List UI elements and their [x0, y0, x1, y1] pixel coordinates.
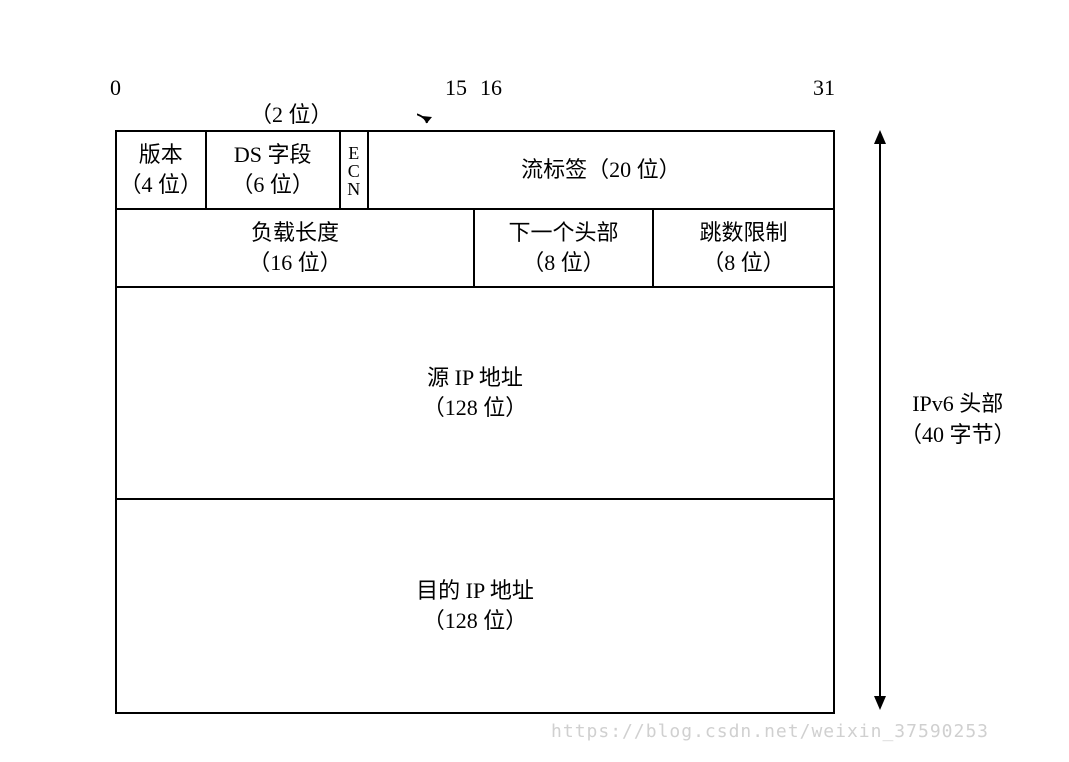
field-flow-label: 流标签（20 位） — [369, 132, 833, 208]
field-bits: （4 位） — [120, 170, 203, 200]
field-label: 目的 IP 地址 — [416, 576, 534, 606]
field-ecn: ECN — [341, 132, 369, 208]
field-label: 版本 — [139, 140, 183, 170]
field-bits: （128 位） — [423, 393, 528, 423]
field-dest-ip: 目的 IP 地址 （128 位） — [117, 500, 833, 712]
header-row-3: 源 IP 地址 （128 位） — [117, 288, 833, 500]
field-bits: （6 位） — [231, 170, 314, 200]
field-label: 跳数限制 — [699, 218, 787, 248]
side-bracket: IPv6 头部 （40 字节） — [870, 130, 1016, 710]
field-label: 下一个头部 — [508, 218, 618, 248]
field-bits: （8 位） — [522, 248, 605, 278]
field-label: 负载长度 — [251, 218, 339, 248]
ecn-bits-note: （2 位） — [250, 97, 333, 129]
field-label: 源 IP 地址 — [427, 363, 523, 393]
field-source-ip: 源 IP 地址 （128 位） — [117, 288, 833, 498]
arrow-to-ecn-icon — [417, 105, 457, 133]
header-row-4: 目的 IP 地址 （128 位） — [117, 500, 833, 712]
header-row-2: 负载长度 （16 位） 下一个头部 （8 位） 跳数限制 （8 位） — [117, 210, 833, 288]
double-arrow-icon — [870, 130, 890, 710]
ipv6-header-diagram: 0 15 16 31 （2 位） 版本 （4 位） DS 字段 （6 位） EC… — [115, 75, 835, 714]
field-next-header: 下一个头部 （8 位） — [475, 210, 654, 286]
field-label: ECN — [345, 143, 363, 197]
side-label-line2: （40 字节） — [900, 420, 1016, 451]
field-bits: （16 位） — [248, 248, 342, 278]
field-label: DS 字段 — [234, 140, 312, 170]
field-ds: DS 字段 （6 位） — [207, 132, 341, 208]
field-bits: （8 位） — [702, 248, 785, 278]
bit-ruler: 0 15 16 31 （2 位） — [115, 75, 835, 130]
watermark-text: https://blog.csdn.net/weixin_37590253 — [551, 721, 989, 742]
side-label-line1: IPv6 头部 — [900, 389, 1016, 420]
bit-marker-16: 16 — [480, 75, 502, 101]
field-bits: （128 位） — [423, 606, 528, 636]
bit-marker-31: 31 — [813, 75, 835, 101]
bit-marker-15: 15 — [445, 75, 467, 101]
bit-marker-0: 0 — [110, 75, 121, 101]
header-table: 版本 （4 位） DS 字段 （6 位） ECN 流标签（20 位） 负载长度 … — [115, 130, 835, 714]
field-hop-limit: 跳数限制 （8 位） — [654, 210, 833, 286]
field-label: 流标签（20 位） — [521, 155, 681, 185]
side-label: IPv6 头部 （40 字节） — [900, 389, 1016, 451]
field-payload-length: 负载长度 （16 位） — [117, 210, 475, 286]
header-row-1: 版本 （4 位） DS 字段 （6 位） ECN 流标签（20 位） — [117, 132, 833, 210]
field-version: 版本 （4 位） — [117, 132, 207, 208]
